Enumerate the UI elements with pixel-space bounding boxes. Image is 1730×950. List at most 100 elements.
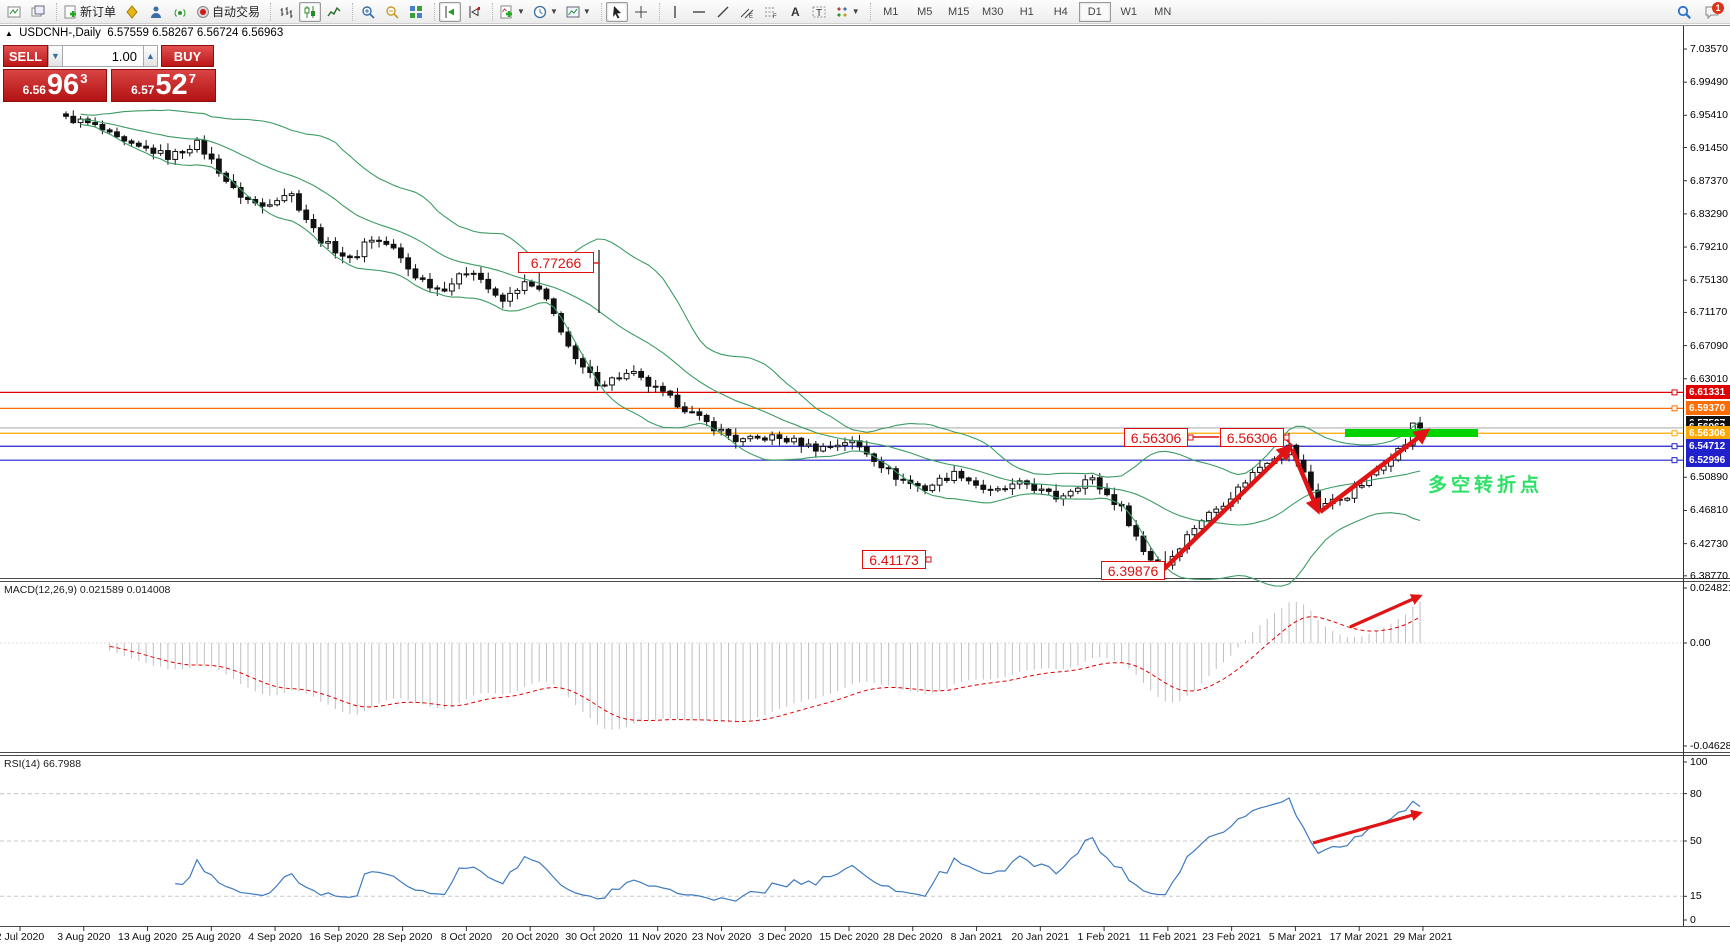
- toolbar-button-vertical-line[interactable]: [664, 2, 686, 22]
- zoom-in-icon: [362, 5, 375, 19]
- chart-shift-icon: [469, 5, 481, 18]
- toolbar-button-periods[interactable]: ▼: [530, 2, 561, 22]
- toolbar-button-horizontal-line[interactable]: [688, 2, 710, 22]
- toolbar-button-tile-windows[interactable]: [405, 2, 427, 22]
- timeframe-button-M30[interactable]: M30: [982, 5, 1004, 18]
- trend-arrow[interactable]: [1161, 444, 1293, 572]
- auto-scroll-icon: [445, 5, 455, 18]
- svg-text:E: E: [749, 14, 753, 19]
- toolbar-button-profiles[interactable]: [27, 2, 49, 22]
- toolbar-button-zoom-in[interactable]: [357, 2, 379, 22]
- toolbar-separator: [50, 2, 57, 21]
- toolbar-button-cursor[interactable]: [605, 1, 628, 22]
- rsi-arrow[interactable]: [1312, 809, 1423, 845]
- templates-icon: [566, 6, 580, 17]
- channel-icon: E: [740, 8, 754, 19]
- toolbar: 新订单 自动交易 ▼ ▼ ▼ E F A T ▼ M1 M5 M15 M30 H1 H4 D1 W1 MN 1: [0, 0, 1730, 24]
- new-order-icon: [64, 5, 76, 18]
- toolbar-button-trendline[interactable]: [712, 2, 734, 22]
- toolbar-button-candle-chart[interactable]: [299, 1, 322, 22]
- volume-increase-button[interactable]: ▲: [143, 45, 158, 67]
- one-click-trade-panel: SELL ▼ ▲ BUY 6.56 96 3 6.57 52 7: [3, 45, 218, 102]
- autotrading-icon: [197, 5, 210, 18]
- trendline-icon: [717, 6, 729, 17]
- cursor-icon: [612, 5, 621, 18]
- toolbar-separator: [653, 2, 660, 21]
- toolbar-button-crosshair[interactable]: [630, 2, 652, 22]
- chat-button[interactable]: 1: [1701, 1, 1724, 22]
- toolbar-button-shapes[interactable]: ▼: [832, 2, 863, 22]
- toolbar-button-new-chart[interactable]: [3, 2, 25, 22]
- timeframe-button-MN[interactable]: MN: [1154, 5, 1172, 18]
- profiles-icon: [31, 5, 45, 16]
- candle-chart-icon: [304, 5, 316, 18]
- horizontal-line-icon: [692, 10, 705, 13]
- timeframe-button-D1[interactable]: D1: [1078, 1, 1111, 22]
- toolbar-separator: [264, 2, 272, 21]
- toolbar-button-zoom-out[interactable]: [381, 2, 403, 22]
- timeframe-button-H4[interactable]: H4: [1053, 5, 1068, 18]
- new-chart-icon: [7, 6, 21, 17]
- toolbar-button-bar-chart[interactable]: [275, 2, 297, 22]
- periods-icon: [533, 5, 547, 18]
- green-zone-bar[interactable]: [1345, 429, 1478, 437]
- vertical-line-icon: [674, 5, 676, 18]
- timeframe-button-H1[interactable]: H1: [1019, 5, 1034, 18]
- search-button[interactable]: [1673, 2, 1695, 22]
- trend-arrow[interactable]: [1289, 448, 1321, 515]
- timeframe-button-W1[interactable]: W1: [1120, 5, 1137, 18]
- toolbar-button-signals[interactable]: [169, 2, 191, 22]
- toolbar-button-fibonacci[interactable]: F: [760, 2, 782, 22]
- bar-chart-icon: [280, 6, 293, 18]
- toolbar-button-new-order[interactable]: 新订单: [61, 2, 119, 22]
- toolbar-button-text-label[interactable]: T: [808, 2, 830, 22]
- trend-arrow[interactable]: [1318, 428, 1431, 514]
- line-chart-icon: [327, 6, 341, 16]
- toolbar-button-autotrading[interactable]: 自动交易: [193, 2, 263, 22]
- sell-price-button[interactable]: 6.56 96 3: [3, 69, 107, 102]
- buy-button[interactable]: BUY: [161, 45, 214, 67]
- volume-decrease-button[interactable]: ▼: [48, 45, 63, 67]
- toolbar-button-text[interactable]: A: [784, 2, 806, 22]
- macd-signal-line: [109, 615, 1421, 723]
- svg-text:T: T: [816, 8, 822, 19]
- crosshair-icon: [634, 5, 647, 18]
- timeframe-button-M15[interactable]: M15: [948, 5, 970, 18]
- svg-text:A: A: [791, 5, 800, 19]
- toolbar-separator: [346, 2, 354, 21]
- signals-icon: [174, 8, 186, 17]
- navigator-icon: [151, 6, 162, 18]
- toolbar-button-auto-scroll[interactable]: [439, 1, 462, 22]
- search-icon: [1677, 5, 1691, 19]
- metaeditor-icon: [126, 4, 138, 19]
- text-icon: A: [791, 5, 800, 19]
- toolbar-separator: [864, 2, 871, 21]
- candlesticks: [63, 110, 1423, 570]
- svg-text:F: F: [773, 14, 777, 19]
- text-label-icon: T: [812, 6, 826, 19]
- volume-input[interactable]: [63, 45, 143, 67]
- shapes-icon: [836, 6, 847, 17]
- toolbar-button-templates[interactable]: ▼: [563, 2, 594, 22]
- buy-price-button[interactable]: 6.57 52 7: [111, 69, 216, 102]
- indicators-icon: [500, 5, 513, 18]
- horizontal-price-lines[interactable]: [0, 389, 1683, 464]
- sell-button[interactable]: SELL: [3, 45, 48, 67]
- macd-arrow[interactable]: [1349, 594, 1423, 629]
- toolbar-button-indicators[interactable]: ▼: [497, 2, 528, 22]
- toolbar-button-navigator[interactable]: [145, 2, 167, 22]
- tile-windows-icon: [410, 5, 423, 18]
- timeframe-button-M1[interactable]: M1: [883, 5, 899, 18]
- toolbar-separator: [595, 2, 602, 21]
- toolbar-button-metaeditor[interactable]: [121, 2, 143, 22]
- toolbar-button-line-chart[interactable]: [323, 2, 345, 22]
- zoom-out-icon: [386, 5, 399, 19]
- toolbar-button-chart-shift[interactable]: [463, 2, 485, 22]
- timeframe-button-M5[interactable]: M5: [917, 5, 933, 18]
- chat-badge: 1: [1712, 1, 1724, 14]
- toolbar-separator: [428, 2, 436, 21]
- fibonacci-icon: F: [764, 7, 777, 19]
- toolbar-button-channel[interactable]: E: [736, 2, 758, 22]
